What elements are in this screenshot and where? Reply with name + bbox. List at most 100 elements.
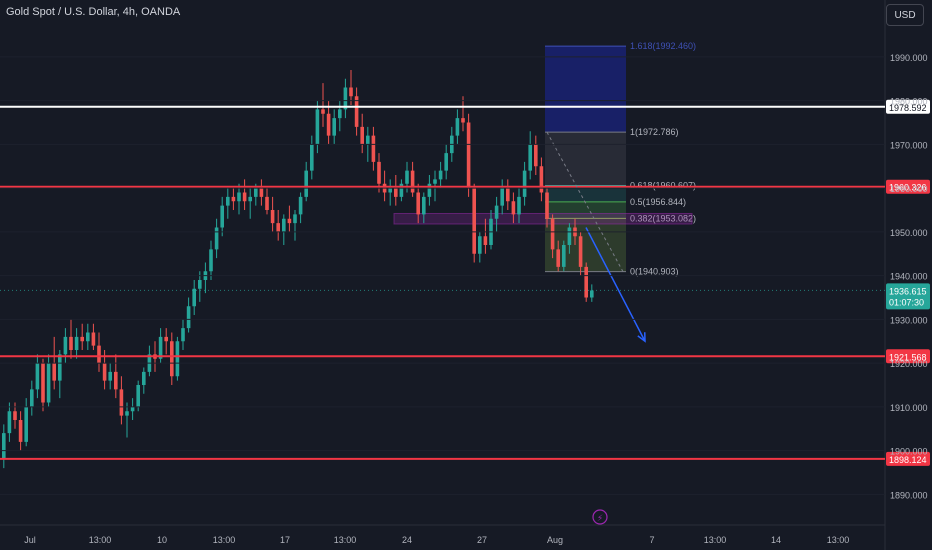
candle-body <box>433 179 437 184</box>
fib-trend-line <box>546 131 624 272</box>
y-tick-label: 1910.000 <box>890 403 928 413</box>
candle-body <box>528 144 532 171</box>
candle-body <box>500 188 504 206</box>
candle-body <box>226 196 230 206</box>
supply-zone <box>393 213 693 225</box>
fib-band <box>545 132 626 186</box>
fib-level-label: 0.5(1956.844) <box>630 197 686 207</box>
candle-body <box>494 205 499 219</box>
candle-body <box>332 118 336 136</box>
candle-body <box>550 218 555 250</box>
currency-button[interactable]: USD <box>886 4 924 26</box>
y-tick-label: 1930.000 <box>890 315 928 325</box>
fib-level-label: 0(1940.903) <box>630 267 679 277</box>
time-axis[interactable]: Jul 13:00 10 13:00 17 13:00 24 27 Aug 7 13:00 14 13:… <box>24 535 849 545</box>
candle-body <box>63 336 68 355</box>
event-marker-icon <box>592 509 608 525</box>
candle-body <box>30 389 34 407</box>
y-tick-label: 1990.000 <box>890 53 928 63</box>
candle-body <box>545 192 549 219</box>
lightning-icon: ⚡ <box>597 514 603 524</box>
candle-body <box>276 223 280 232</box>
candle-body <box>422 196 426 215</box>
candle-body <box>114 371 118 390</box>
candle-body <box>282 218 286 232</box>
x-tick-label: 17 <box>280 535 290 545</box>
candle-body <box>444 153 448 171</box>
candle-body <box>321 109 325 114</box>
level-price-label: 1898.124 <box>889 455 927 465</box>
candle-body <box>304 170 308 197</box>
candle-body <box>125 411 129 416</box>
candle-body <box>136 385 140 407</box>
candle-body <box>326 113 331 136</box>
candle-body <box>41 363 45 403</box>
candle-body <box>119 389 124 416</box>
fib-band <box>545 201 626 219</box>
candle-body <box>80 336 84 342</box>
x-tick-label: 24 <box>402 535 412 545</box>
candle-body <box>472 188 476 254</box>
candle-body <box>410 170 415 193</box>
candle-body <box>265 196 269 210</box>
fibonacci-tool[interactable]: 1.618(1992.460) 1(1972.786) 0.618(1960.607… <box>545 41 696 277</box>
y-tick-label: 1920.000 <box>890 359 928 369</box>
candle-body <box>427 183 432 197</box>
candle-body <box>562 245 566 267</box>
price-axis[interactable]: 1890.000 1900.000 1910.000 1920.000 1930.000… <box>0 53 928 501</box>
candle-body <box>438 170 443 180</box>
annotations[interactable]: ⚡ <box>546 131 646 525</box>
candle-body <box>24 406 28 442</box>
y-tick-label: 1980.000 <box>890 97 928 107</box>
candle-body <box>310 144 314 171</box>
countdown-label: 01:07:30 <box>889 297 924 307</box>
candle-body <box>455 118 460 136</box>
level-price-tag <box>886 451 930 466</box>
candle-body <box>231 196 236 202</box>
candle-body <box>254 188 258 197</box>
horizontal-levels[interactable]: 1978.592 1960.326 1921.568 1898.124 1936.615… <box>0 99 930 466</box>
candle-body <box>192 288 196 307</box>
candle-body <box>377 161 381 184</box>
candle-body <box>170 341 174 377</box>
level-price-label: 1960.326 <box>889 183 927 193</box>
candle-body <box>416 192 420 215</box>
candle-body <box>86 332 90 342</box>
fib-level-label: 1.618(1992.460) <box>630 41 696 51</box>
candle-body <box>108 371 112 381</box>
candle-body <box>567 227 572 245</box>
candle-body <box>7 411 12 434</box>
candle-body <box>522 170 527 197</box>
current-price-tag <box>886 283 930 310</box>
y-tick-label: 1970.000 <box>890 140 928 150</box>
candle-body <box>142 371 146 385</box>
candle-body <box>534 144 538 167</box>
x-tick-label: 13:00 <box>704 535 727 545</box>
candle-body <box>399 183 404 197</box>
candle-body <box>506 188 510 202</box>
fib-band <box>545 46 626 133</box>
candle-body <box>46 363 51 403</box>
candle-body <box>214 227 219 250</box>
candle-body <box>35 363 40 390</box>
arrow-head <box>637 332 646 343</box>
candle-body <box>102 363 107 381</box>
candle-body <box>578 236 583 267</box>
candle-body <box>130 406 135 412</box>
candle-body <box>181 328 185 342</box>
candle-body <box>69 336 73 350</box>
zone-box[interactable] <box>393 213 693 225</box>
candle-body <box>237 192 241 202</box>
candle-body <box>478 236 482 254</box>
x-tick-label: 27 <box>477 535 487 545</box>
candle-body <box>517 196 521 215</box>
y-tick-label: 1900.000 <box>890 447 928 457</box>
candle-body <box>349 87 353 97</box>
candle-body <box>287 218 292 224</box>
candle-body <box>360 126 364 145</box>
candle-body <box>220 205 224 228</box>
y-tick-label: 1890.000 <box>890 490 928 500</box>
candle-body <box>343 87 348 110</box>
candle-body <box>158 336 163 359</box>
